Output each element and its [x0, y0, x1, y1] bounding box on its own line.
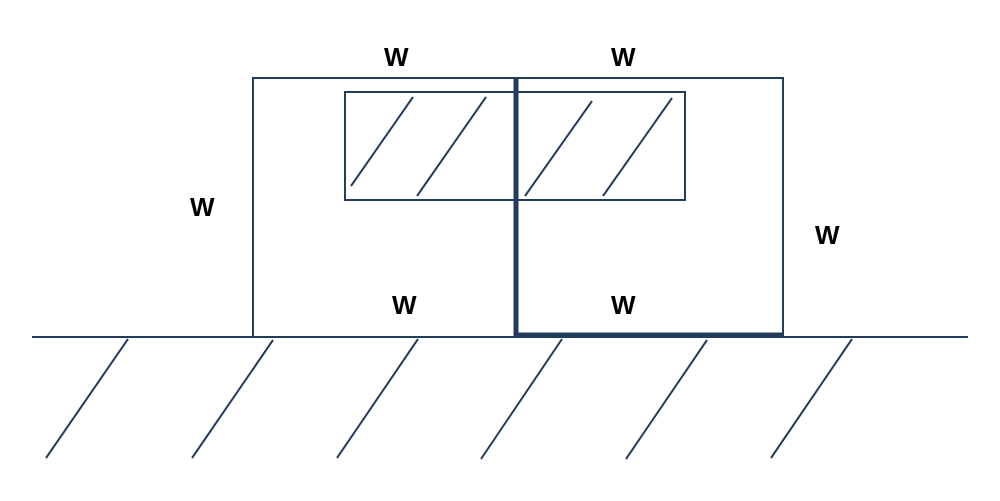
label-w: W — [190, 192, 215, 223]
schematic-diagram — [0, 0, 1000, 501]
label-w: W — [611, 290, 636, 321]
label-w: W — [392, 290, 417, 321]
label-w: W — [611, 42, 636, 73]
label-w: W — [815, 220, 840, 251]
label-w: W — [384, 42, 409, 73]
